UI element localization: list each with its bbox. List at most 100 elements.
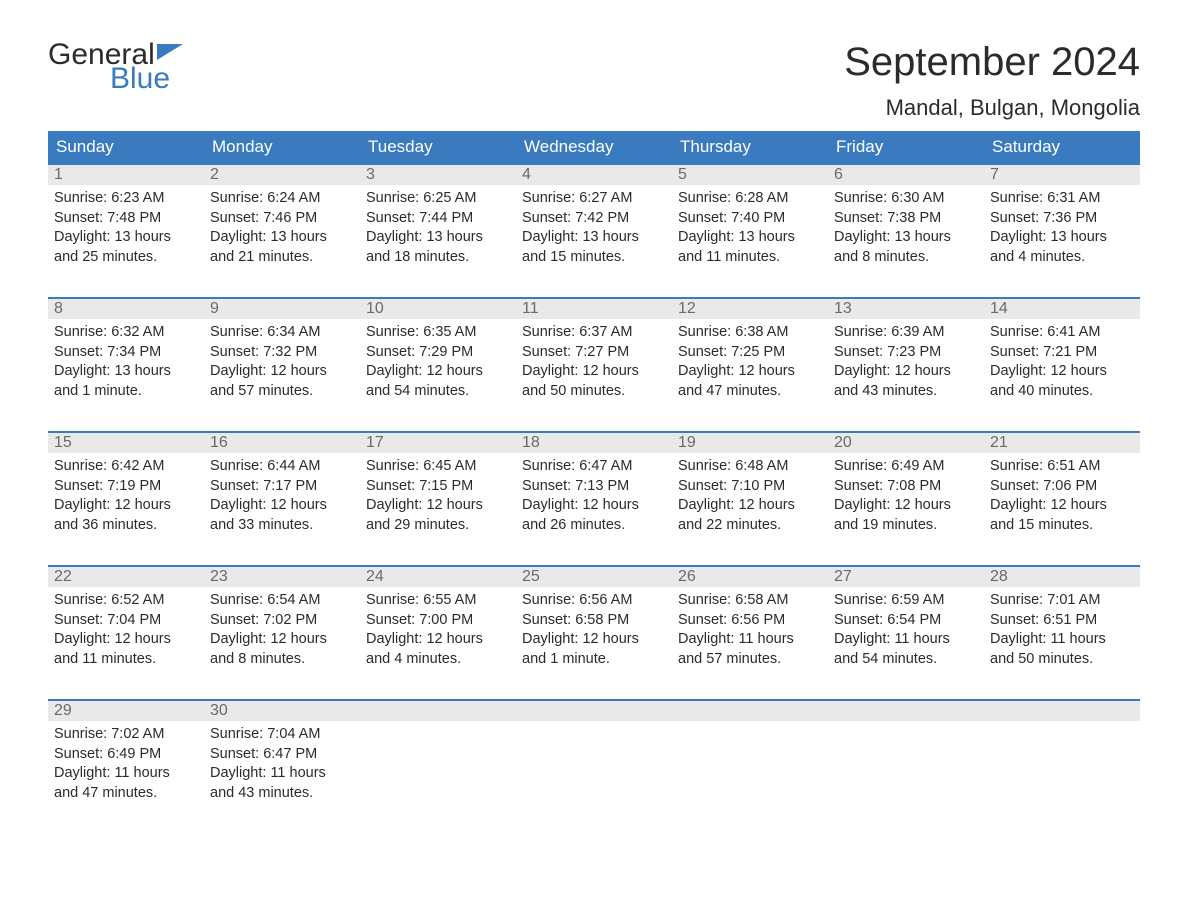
day-detail: Sunrise: 6:42 AMSunset: 7:19 PMDaylight:… <box>48 453 204 535</box>
day-detail: Sunrise: 6:55 AMSunset: 7:00 PMDaylight:… <box>360 587 516 669</box>
day-number <box>516 701 672 721</box>
calendar-cell <box>360 701 516 823</box>
header: General Blue September 2024 Mandal, Bulg… <box>48 40 1140 121</box>
calendar-cell: 22Sunrise: 6:52 AMSunset: 7:04 PMDayligh… <box>48 567 204 689</box>
day-number: 21 <box>984 433 1140 453</box>
day-number: 16 <box>204 433 360 453</box>
day-detail: Sunrise: 6:30 AMSunset: 7:38 PMDaylight:… <box>828 185 984 267</box>
day-detail: Sunrise: 6:54 AMSunset: 7:02 PMDaylight:… <box>204 587 360 669</box>
day-detail: Sunrise: 6:28 AMSunset: 7:40 PMDaylight:… <box>672 185 828 267</box>
calendar-cell: 1Sunrise: 6:23 AMSunset: 7:48 PMDaylight… <box>48 165 204 287</box>
day-detail: Sunrise: 6:25 AMSunset: 7:44 PMDaylight:… <box>360 185 516 267</box>
day-number <box>360 701 516 721</box>
calendar-cell: 21Sunrise: 6:51 AMSunset: 7:06 PMDayligh… <box>984 433 1140 555</box>
day-detail: Sunrise: 6:31 AMSunset: 7:36 PMDaylight:… <box>984 185 1140 267</box>
calendar-cell: 27Sunrise: 6:59 AMSunset: 6:54 PMDayligh… <box>828 567 984 689</box>
day-detail: Sunrise: 6:48 AMSunset: 7:10 PMDaylight:… <box>672 453 828 535</box>
calendar-cell <box>984 701 1140 823</box>
calendar-cell: 11Sunrise: 6:37 AMSunset: 7:27 PMDayligh… <box>516 299 672 421</box>
day-detail: Sunrise: 6:37 AMSunset: 7:27 PMDaylight:… <box>516 319 672 401</box>
calendar-cell: 25Sunrise: 6:56 AMSunset: 6:58 PMDayligh… <box>516 567 672 689</box>
calendar-cell: 14Sunrise: 6:41 AMSunset: 7:21 PMDayligh… <box>984 299 1140 421</box>
day-number: 19 <box>672 433 828 453</box>
week-row: 29Sunrise: 7:02 AMSunset: 6:49 PMDayligh… <box>48 699 1140 823</box>
day-detail: Sunrise: 6:52 AMSunset: 7:04 PMDaylight:… <box>48 587 204 669</box>
day-detail: Sunrise: 6:51 AMSunset: 7:06 PMDaylight:… <box>984 453 1140 535</box>
day-detail: Sunrise: 6:41 AMSunset: 7:21 PMDaylight:… <box>984 319 1140 401</box>
calendar-cell: 12Sunrise: 6:38 AMSunset: 7:25 PMDayligh… <box>672 299 828 421</box>
calendar-cell: 13Sunrise: 6:39 AMSunset: 7:23 PMDayligh… <box>828 299 984 421</box>
day-number: 3 <box>360 165 516 185</box>
dayhead-fri: Friday <box>828 131 984 163</box>
dayhead-tue: Tuesday <box>360 131 516 163</box>
day-number: 12 <box>672 299 828 319</box>
calendar-cell <box>516 701 672 823</box>
day-detail: Sunrise: 7:02 AMSunset: 6:49 PMDaylight:… <box>48 721 204 803</box>
calendar-cell: 29Sunrise: 7:02 AMSunset: 6:49 PMDayligh… <box>48 701 204 823</box>
dayhead-thu: Thursday <box>672 131 828 163</box>
calendar-cell: 19Sunrise: 6:48 AMSunset: 7:10 PMDayligh… <box>672 433 828 555</box>
calendar-cell: 26Sunrise: 6:58 AMSunset: 6:56 PMDayligh… <box>672 567 828 689</box>
day-number: 2 <box>204 165 360 185</box>
day-number: 23 <box>204 567 360 587</box>
day-detail: Sunrise: 6:23 AMSunset: 7:48 PMDaylight:… <box>48 185 204 267</box>
day-number: 18 <box>516 433 672 453</box>
calendar-cell: 4Sunrise: 6:27 AMSunset: 7:42 PMDaylight… <box>516 165 672 287</box>
calendar-cell: 20Sunrise: 6:49 AMSunset: 7:08 PMDayligh… <box>828 433 984 555</box>
calendar: Sunday Monday Tuesday Wednesday Thursday… <box>48 131 1140 823</box>
calendar-cell: 7Sunrise: 6:31 AMSunset: 7:36 PMDaylight… <box>984 165 1140 287</box>
logo: General Blue <box>48 40 183 94</box>
day-number: 1 <box>48 165 204 185</box>
day-detail: Sunrise: 7:04 AMSunset: 6:47 PMDaylight:… <box>204 721 360 803</box>
calendar-cell: 6Sunrise: 6:30 AMSunset: 7:38 PMDaylight… <box>828 165 984 287</box>
day-detail: Sunrise: 6:44 AMSunset: 7:17 PMDaylight:… <box>204 453 360 535</box>
day-header-row: Sunday Monday Tuesday Wednesday Thursday… <box>48 131 1140 163</box>
day-number <box>672 701 828 721</box>
week-row: 22Sunrise: 6:52 AMSunset: 7:04 PMDayligh… <box>48 565 1140 689</box>
title-block: September 2024 Mandal, Bulgan, Mongolia <box>844 40 1140 121</box>
dayhead-wed: Wednesday <box>516 131 672 163</box>
day-number: 7 <box>984 165 1140 185</box>
week-row: 1Sunrise: 6:23 AMSunset: 7:48 PMDaylight… <box>48 163 1140 287</box>
day-number: 6 <box>828 165 984 185</box>
day-number: 27 <box>828 567 984 587</box>
calendar-cell: 16Sunrise: 6:44 AMSunset: 7:17 PMDayligh… <box>204 433 360 555</box>
day-number: 20 <box>828 433 984 453</box>
logo-mark-icon <box>157 44 183 60</box>
calendar-cell: 17Sunrise: 6:45 AMSunset: 7:15 PMDayligh… <box>360 433 516 555</box>
calendar-cell: 5Sunrise: 6:28 AMSunset: 7:40 PMDaylight… <box>672 165 828 287</box>
day-detail: Sunrise: 6:35 AMSunset: 7:29 PMDaylight:… <box>360 319 516 401</box>
day-number: 29 <box>48 701 204 721</box>
day-number: 14 <box>984 299 1140 319</box>
calendar-cell <box>828 701 984 823</box>
day-number: 9 <box>204 299 360 319</box>
calendar-cell: 10Sunrise: 6:35 AMSunset: 7:29 PMDayligh… <box>360 299 516 421</box>
day-detail: Sunrise: 6:45 AMSunset: 7:15 PMDaylight:… <box>360 453 516 535</box>
day-number: 28 <box>984 567 1140 587</box>
week-row: 8Sunrise: 6:32 AMSunset: 7:34 PMDaylight… <box>48 297 1140 421</box>
calendar-cell: 8Sunrise: 6:32 AMSunset: 7:34 PMDaylight… <box>48 299 204 421</box>
calendar-cell: 30Sunrise: 7:04 AMSunset: 6:47 PMDayligh… <box>204 701 360 823</box>
day-number <box>984 701 1140 721</box>
calendar-cell: 9Sunrise: 6:34 AMSunset: 7:32 PMDaylight… <box>204 299 360 421</box>
calendar-cell: 15Sunrise: 6:42 AMSunset: 7:19 PMDayligh… <box>48 433 204 555</box>
week-row: 15Sunrise: 6:42 AMSunset: 7:19 PMDayligh… <box>48 431 1140 555</box>
day-number: 26 <box>672 567 828 587</box>
day-detail: Sunrise: 6:47 AMSunset: 7:13 PMDaylight:… <box>516 453 672 535</box>
calendar-cell: 24Sunrise: 6:55 AMSunset: 7:00 PMDayligh… <box>360 567 516 689</box>
day-detail: Sunrise: 6:58 AMSunset: 6:56 PMDaylight:… <box>672 587 828 669</box>
logo-text-blue: Blue <box>110 64 183 94</box>
day-detail: Sunrise: 6:38 AMSunset: 7:25 PMDaylight:… <box>672 319 828 401</box>
day-detail: Sunrise: 6:32 AMSunset: 7:34 PMDaylight:… <box>48 319 204 401</box>
day-number: 24 <box>360 567 516 587</box>
day-detail: Sunrise: 6:34 AMSunset: 7:32 PMDaylight:… <box>204 319 360 401</box>
day-number: 13 <box>828 299 984 319</box>
calendar-cell: 18Sunrise: 6:47 AMSunset: 7:13 PMDayligh… <box>516 433 672 555</box>
location-text: Mandal, Bulgan, Mongolia <box>844 95 1140 121</box>
day-number: 22 <box>48 567 204 587</box>
calendar-cell: 2Sunrise: 6:24 AMSunset: 7:46 PMDaylight… <box>204 165 360 287</box>
calendar-cell <box>672 701 828 823</box>
day-detail: Sunrise: 6:27 AMSunset: 7:42 PMDaylight:… <box>516 185 672 267</box>
day-detail: Sunrise: 6:24 AMSunset: 7:46 PMDaylight:… <box>204 185 360 267</box>
day-number: 25 <box>516 567 672 587</box>
